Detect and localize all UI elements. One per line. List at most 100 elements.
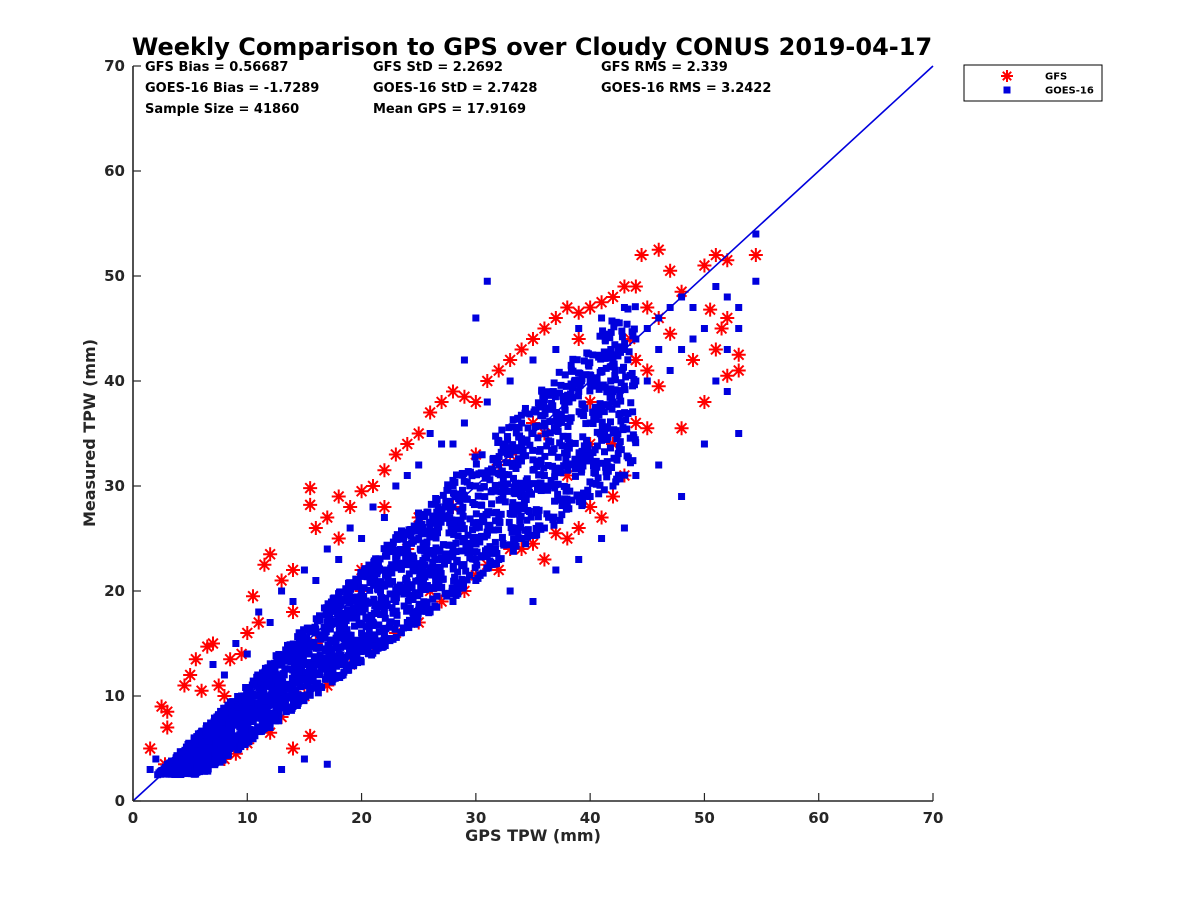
goes16-point: [178, 755, 186, 763]
goes16-point: [558, 502, 566, 510]
goes16-point: [510, 539, 518, 547]
goes16-point: [454, 590, 462, 598]
goes16-point: [565, 439, 573, 447]
goes16-point: [529, 456, 537, 464]
goes16-point: [592, 480, 600, 488]
gfs-point: [183, 668, 198, 682]
goes16-point: [338, 655, 346, 663]
goes16-point: [222, 710, 230, 718]
goes16-point: [506, 541, 514, 549]
goes16-point: [198, 738, 206, 746]
goes16-point: [495, 496, 503, 504]
goes16-point: [609, 398, 617, 406]
goes16-point: [589, 351, 597, 359]
goes16-point: [552, 346, 560, 353]
goes16-point: [622, 416, 630, 424]
goes16-point: [363, 573, 371, 581]
goes16-point: [271, 659, 279, 667]
goes16-point: [302, 693, 310, 701]
goes16-point: [583, 490, 591, 498]
goes16-point: [486, 543, 494, 551]
goes16-point: [575, 498, 583, 506]
gfs-point: [228, 746, 243, 761]
goes16-point: [529, 446, 537, 454]
goes16-point: [523, 475, 531, 483]
goes16-point: [561, 406, 569, 414]
goes16-point: [521, 409, 529, 417]
goes16-point: [387, 635, 395, 643]
goes16-point: [381, 599, 389, 607]
goes16-point: [501, 440, 509, 448]
goes16-point: [700, 440, 708, 448]
goes16-point: [582, 420, 590, 428]
goes16-point: [385, 580, 393, 588]
goes16-point: [291, 645, 299, 653]
goes16-point: [380, 641, 388, 649]
goes16-point: [587, 378, 595, 386]
goes16-point: [328, 650, 336, 658]
goes16-point: [235, 715, 243, 723]
goes16-point: [445, 589, 453, 597]
goes16-point: [535, 522, 543, 530]
goes16-point: [382, 594, 390, 602]
goes16-point: [424, 605, 432, 613]
goes16-point: [554, 490, 562, 498]
goes16-point: [558, 418, 566, 426]
goes16-point: [621, 339, 629, 347]
goes16-point: [282, 708, 290, 716]
gfs-point: [628, 279, 643, 294]
goes16-point: [576, 455, 584, 463]
goes16-point: [409, 563, 417, 571]
goes16-point: [325, 622, 333, 630]
goes16-point: [483, 470, 491, 478]
goes16-point: [370, 596, 378, 604]
goes16-point: [527, 513, 535, 521]
goes16-point: [416, 571, 424, 579]
goes16-point: [453, 471, 461, 479]
goes16-point: [454, 525, 462, 533]
goes16-point: [631, 303, 639, 311]
goes16-point: [423, 570, 431, 578]
goes16-point: [495, 453, 503, 461]
goes16-point: [497, 510, 505, 518]
goes16-point: [307, 639, 315, 647]
goes16-point: [369, 621, 377, 629]
goes16-point: [362, 613, 370, 621]
goes16-point: [329, 665, 337, 673]
goes16-point: [417, 529, 425, 537]
goes16-point: [438, 575, 446, 583]
gfs-point: [748, 248, 763, 262]
goes16-point: [432, 495, 440, 503]
goes16-point: [288, 704, 296, 712]
goes16-point: [534, 513, 542, 521]
goes16-point: [451, 573, 459, 581]
goes16-point: [528, 531, 536, 539]
goes16-point: [341, 610, 349, 618]
gfs-point: [714, 321, 729, 336]
goes16-point: [372, 555, 380, 563]
goes16-point: [314, 656, 322, 664]
goes16-point: [195, 730, 203, 738]
goes16-point: [443, 486, 451, 494]
goes16-point: [420, 598, 428, 606]
goes16-point: [323, 760, 331, 768]
goes16-point: [643, 377, 651, 385]
goes16-point: [466, 571, 474, 579]
goes16-point: [723, 388, 731, 395]
goes16-point: [269, 667, 277, 675]
goes16-point: [735, 325, 743, 332]
gfs-point: [526, 536, 540, 551]
x-tick-label: 40: [580, 809, 601, 827]
gfs-point: [320, 678, 335, 693]
goes16-point: [525, 488, 533, 496]
goes16-point: [354, 579, 362, 587]
goes16-point: [596, 481, 604, 489]
gfs-point: [303, 497, 318, 512]
goes16-point: [537, 460, 545, 468]
goes16-point: [562, 505, 570, 513]
goes16-point: [375, 578, 383, 586]
goes16-point: [258, 669, 266, 677]
gfs-point: [468, 395, 483, 409]
goes16-point: [392, 633, 400, 641]
goes16-point: [429, 527, 437, 535]
